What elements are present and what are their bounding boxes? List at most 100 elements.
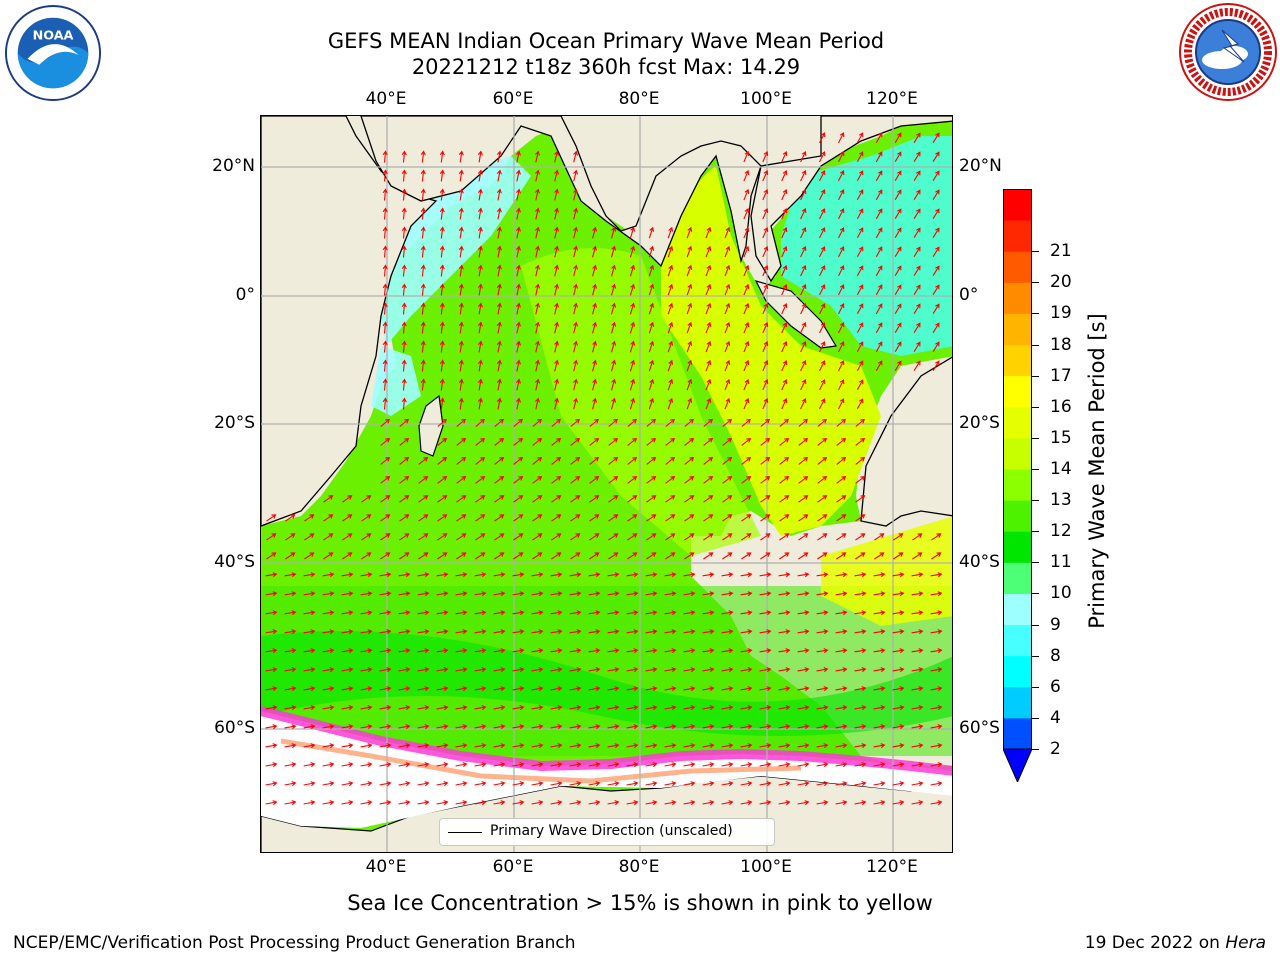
wave-arrow-head (690, 705, 696, 711)
wave-arrow (781, 341, 787, 353)
wave-arrow-head (841, 418, 847, 424)
wave-arrow (645, 630, 657, 634)
wave-arrow (383, 360, 387, 372)
wave-arrow-head (630, 264, 636, 270)
wave-arrow-head (592, 264, 598, 270)
wave-arrow-head (481, 667, 487, 673)
wave-arrow-head (554, 340, 560, 346)
wave-arrow-head (556, 495, 562, 500)
wave-arrow (608, 533, 618, 541)
colorbar-segment (1003, 717, 1032, 750)
wave-arrow-head (782, 360, 788, 366)
wave-arrow-head (916, 360, 921, 366)
wave-arrow (835, 592, 847, 596)
wave-arrow-head (841, 437, 847, 443)
wave-arrow-head (671, 762, 677, 768)
wave-arrow (569, 706, 581, 710)
wave-arrow-head (272, 705, 278, 711)
wave-arrow (762, 322, 768, 334)
wave-arrow (819, 246, 825, 258)
wave-arrow-head (329, 762, 335, 768)
wave-arrow (932, 266, 940, 276)
wave-arrow (380, 419, 390, 427)
wave-arrow (626, 611, 638, 615)
wave-arrow (629, 341, 635, 353)
wave-arrow-head (576, 686, 582, 692)
wave-arrow-head (785, 591, 791, 597)
wave-arrow (493, 611, 505, 615)
wave-arrow (838, 246, 844, 258)
wave-arrow (798, 495, 808, 503)
wave-arrow-head (671, 743, 677, 749)
wave-arrow-head (649, 283, 655, 289)
wave-arrow-head (535, 340, 541, 346)
wave-arrow-head (595, 762, 601, 768)
wave-arrow (588, 592, 600, 596)
wave-arrow (570, 552, 580, 560)
wave-arrow-head (690, 572, 696, 578)
wave-arrow-head (649, 264, 655, 270)
wave-arrow-head (630, 359, 636, 365)
wave-arrow (873, 706, 885, 710)
wave-arrow (627, 438, 637, 446)
wave-arrow (303, 592, 315, 596)
wave-arrow (497, 398, 501, 410)
wave-arrow (664, 630, 676, 634)
wave-arrow-head (401, 169, 407, 175)
wave-arrow-head (671, 667, 677, 673)
wave-arrow-head (801, 360, 807, 366)
wave-arrow (683, 725, 695, 729)
wave-arrow-head (877, 246, 883, 252)
wave-arrow (930, 573, 942, 577)
wave-arrow-head (535, 302, 541, 308)
wave-arrow (398, 573, 410, 577)
wave-arrow-head (439, 150, 445, 156)
wave-arrow (497, 189, 501, 201)
wave-arrow-head (727, 552, 733, 557)
wave-arrow (459, 322, 463, 334)
wave-arrow-head (594, 552, 600, 557)
wave-arrow-head (744, 150, 750, 156)
wave-arrow-head (822, 533, 828, 538)
wave-arrow (664, 725, 676, 729)
wave-arrow (342, 533, 352, 541)
wave-arrow (743, 398, 749, 410)
wave-arrow-head (481, 762, 487, 768)
wave-arrow (800, 360, 806, 372)
wave-arrow (760, 438, 770, 446)
wave-arrow-head (458, 302, 464, 308)
wave-arrow-head (595, 572, 601, 578)
wave-arrow (645, 687, 657, 691)
wave-arrow (855, 495, 865, 503)
wave-arrow (932, 228, 940, 238)
wave-arrow (797, 668, 809, 672)
wave-arrow-head (880, 743, 886, 749)
wave-arrow (285, 533, 295, 541)
wave-arrow (629, 265, 635, 277)
colorbar-segment (1003, 531, 1032, 563)
wave-arrow (762, 284, 768, 296)
wave-arrow-head (496, 302, 502, 308)
wave-arrow (646, 495, 656, 503)
lat-tick-label: 20°N (212, 156, 255, 176)
wave-arrow-head (443, 591, 449, 597)
wave-arrow (497, 360, 501, 372)
period-band-13s (661, 166, 881, 536)
wave-arrow-head (500, 591, 506, 597)
wave-arrow-head (462, 705, 468, 711)
wave-arrow (531, 611, 543, 615)
wave-arrow-head (841, 476, 847, 481)
wave-arrow-head (519, 667, 525, 673)
wave-arrow (379, 573, 391, 577)
wave-arrow-head (709, 762, 715, 768)
wave-arrow-head (348, 781, 354, 787)
wave-arrow (912, 552, 922, 560)
wave-arrow-head (632, 552, 638, 557)
wave-arrow-head (744, 207, 750, 213)
wave-arrow-head (291, 762, 297, 768)
wave-arrow (778, 668, 790, 672)
wave-arrow-head (538, 800, 544, 806)
wave-arrow-head (382, 226, 388, 232)
wave-arrow-head (348, 743, 354, 749)
wave-arrow (911, 630, 923, 634)
